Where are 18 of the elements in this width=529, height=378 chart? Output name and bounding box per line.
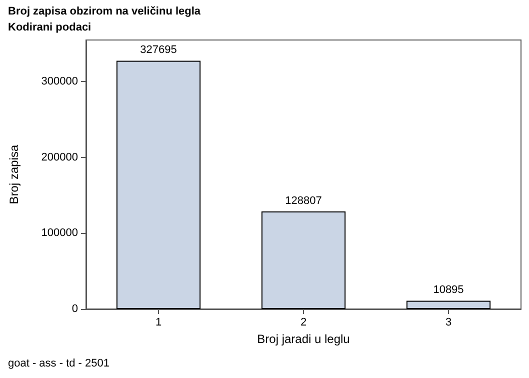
bar — [261, 211, 346, 309]
y-tick-label: 100000 — [41, 227, 78, 240]
chart-title: Broj zapisa obzirom na veličinu legla — [8, 6, 202, 18]
y-tick-label: 0 — [72, 303, 78, 315]
x-tick-label: 2 — [300, 316, 307, 328]
data-label: 128807 — [285, 194, 322, 207]
chart-subtitle: Kodirani podaci — [8, 22, 92, 34]
y-axis-title: Broj zapisa — [7, 144, 21, 204]
y-tick-label: 200000 — [41, 151, 78, 164]
bar — [406, 300, 491, 309]
data-label: 327695 — [140, 44, 177, 56]
data-label: 10895 — [433, 284, 464, 296]
bar — [116, 60, 201, 309]
x-tick-label: 3 — [445, 316, 452, 328]
text: goat - ass - td - 2501 — [8, 358, 110, 370]
x-axis-title: Broj jaradi u leglu — [257, 332, 350, 346]
x-tick-label: 1 — [155, 316, 162, 328]
y-tick-label: 300000 — [41, 76, 78, 88]
